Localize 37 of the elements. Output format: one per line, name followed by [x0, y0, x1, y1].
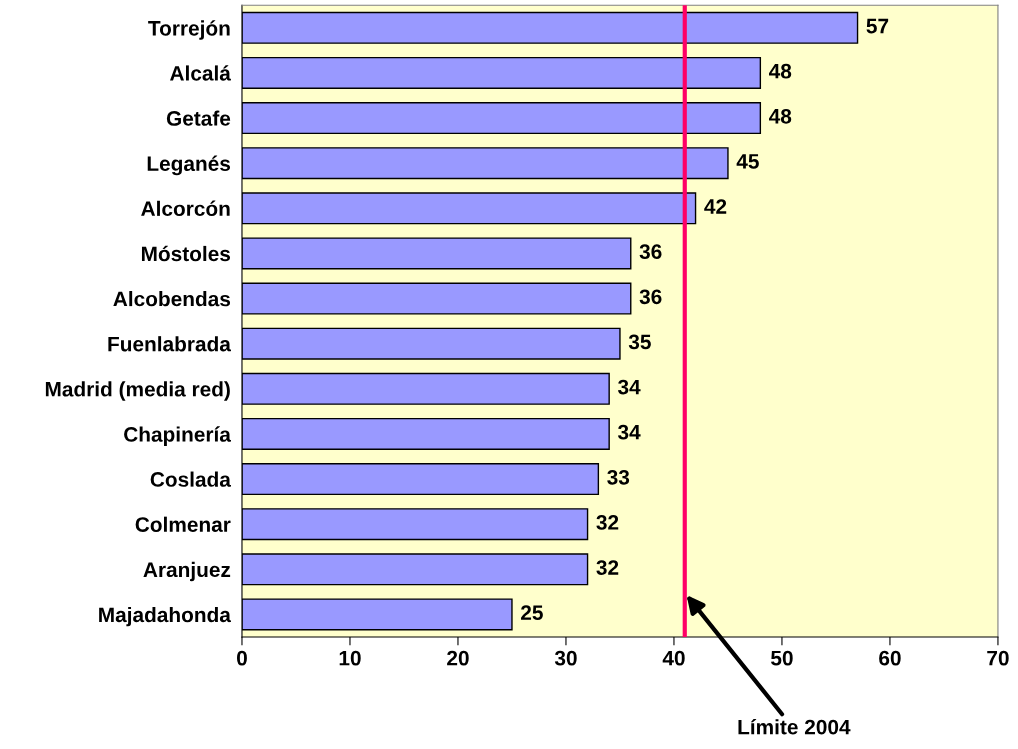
x-tick-label: 20	[447, 650, 469, 666]
y-tick-label: Madrid (media red)	[45, 381, 230, 401]
x-tick-label: 70	[987, 650, 1009, 666]
data-label: 34	[617, 379, 641, 395]
data-label: 34	[617, 424, 641, 440]
data-label: 42	[704, 199, 727, 214]
data-label: 25	[521, 605, 543, 621]
x-tick-label: 10	[339, 650, 361, 666]
data-label: 33	[607, 469, 630, 485]
data-label: 36	[639, 244, 662, 260]
x-tick-label: 40	[662, 650, 685, 666]
y-tick-label: Móstoles	[141, 245, 231, 262]
y-tick-label: Chapinería	[124, 426, 232, 446]
data-label: 32	[596, 560, 619, 575]
y-tick-label: Leganés	[147, 155, 231, 176]
y-tick-label: Majadahonda	[99, 606, 232, 627]
data-label: 45	[736, 154, 759, 169]
y-tick-label: Fuenlabrada	[108, 336, 232, 352]
data-label: 36	[639, 289, 662, 305]
y-tick-label: Coslada	[150, 471, 232, 487]
data-label: 32	[596, 515, 619, 530]
y-tick-label: Alcobendas	[113, 291, 231, 307]
y-tick-label: Alcorcón	[141, 200, 230, 217]
y-tick-label: Torrejón	[148, 20, 230, 40]
y-tick-label: Aranjuez	[143, 561, 231, 582]
x-tick-label: 30	[554, 650, 577, 666]
data-label: 48	[769, 108, 792, 124]
y-tick-label: Colmenar	[135, 516, 231, 532]
ref-line-label: Límite 2004	[738, 718, 851, 735]
data-label: 48	[769, 63, 792, 79]
x-tick-label: 50	[771, 650, 793, 666]
data-label: 35	[628, 334, 651, 350]
data-label: 57	[866, 18, 889, 34]
x-tick-label: 0	[237, 650, 247, 666]
y-tick-label: Getafe	[166, 110, 231, 126]
x-tick-label: 60	[879, 650, 901, 666]
y-tick-label: Alcalá	[170, 65, 231, 81]
